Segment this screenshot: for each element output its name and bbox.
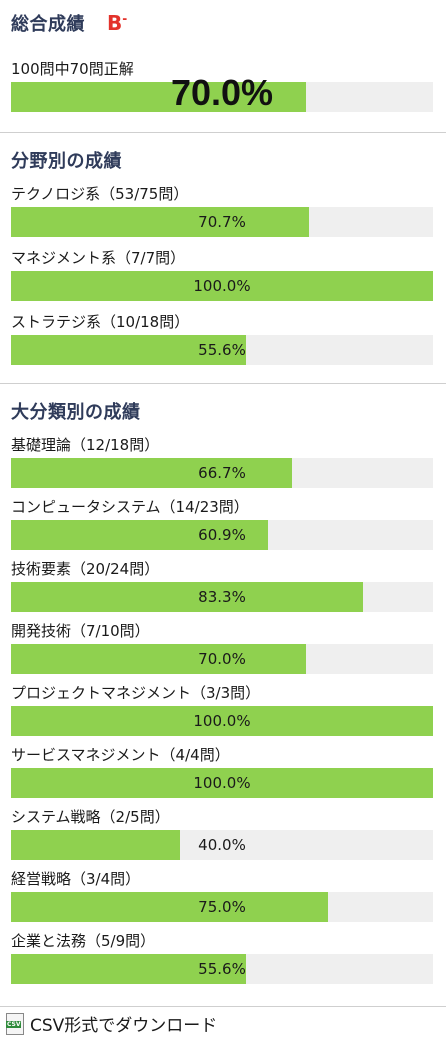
score-progress-bar: 100.0% bbox=[11, 768, 433, 798]
score-percent: 55.6% bbox=[198, 341, 246, 359]
score-item: ストラテジ系（10/18問） 55.6% bbox=[11, 313, 435, 365]
grade-suffix: - bbox=[122, 11, 128, 26]
csv-download-button[interactable]: CSV CSV形式でダウンロード bbox=[0, 1006, 446, 1037]
score-item-label: コンピュータシステム（14/23問） bbox=[11, 498, 249, 516]
score-item: システム戦略（2/5問） 40.0% bbox=[11, 808, 435, 860]
score-progress-bar: 60.9% bbox=[11, 520, 433, 550]
score-percent: 66.7% bbox=[198, 464, 246, 482]
field-list: テクノロジ系（53/75問） 70.7% マネジメント系（7/7問） 100.0% スト… bbox=[11, 185, 435, 365]
field-title: 分野別の成績 bbox=[11, 151, 122, 172]
overall-progress-bar: 70.0% bbox=[11, 72, 433, 113]
score-item: 基礎理論（12/18問） 66.7% bbox=[11, 436, 435, 488]
overall-progress-fill bbox=[11, 82, 307, 112]
score-item: 開発技術（7/10問） 70.0% bbox=[11, 622, 435, 674]
score-item: コンピュータシステム（14/23問） 60.9% bbox=[11, 498, 435, 550]
grade-letter: B bbox=[107, 11, 123, 35]
score-percent: 40.0% bbox=[198, 836, 246, 854]
score-percent: 100.0% bbox=[193, 712, 251, 730]
score-progress-fill bbox=[11, 706, 433, 736]
divider bbox=[0, 132, 446, 133]
score-item-label: マネジメント系（7/7問） bbox=[11, 249, 186, 267]
score-percent: 100.0% bbox=[193, 774, 251, 792]
major-list: 基礎理論（12/18問） 66.7% コンピュータシステム（14/23問） 60.9%… bbox=[11, 436, 435, 984]
overall-section: 総合成績 B- 100問中70問正解 70.0% bbox=[0, 0, 446, 113]
score-progress-bar: 70.7% bbox=[11, 207, 433, 237]
score-progress-fill bbox=[11, 582, 363, 612]
score-percent: 83.3% bbox=[198, 588, 246, 606]
overall-header: 総合成績 B- bbox=[11, 10, 435, 38]
score-progress-fill bbox=[11, 892, 328, 922]
score-progress-bar: 75.0% bbox=[11, 892, 433, 922]
score-item-label: プロジェクトマネジメント（3/3問） bbox=[11, 684, 261, 702]
score-item-label: サービスマネジメント（4/4問） bbox=[11, 746, 230, 764]
score-item-label: ストラテジ系（10/18問） bbox=[11, 313, 190, 331]
score-item-label: 基礎理論（12/18問） bbox=[11, 436, 160, 454]
field-section: 分野別の成績 テクノロジ系（53/75問） 70.7% マネジメント系（7/7問） 1… bbox=[0, 133, 446, 365]
score-item: 技術要素（20/24問） 83.3% bbox=[11, 560, 435, 612]
score-progress-bar: 55.6% bbox=[11, 954, 433, 984]
csv-file-icon: CSV bbox=[6, 1013, 24, 1035]
score-percent: 75.0% bbox=[198, 898, 246, 916]
score-progress-fill bbox=[11, 830, 180, 860]
score-percent: 70.0% bbox=[198, 650, 246, 668]
score-progress-bar: 70.0% bbox=[11, 644, 433, 674]
score-progress-fill bbox=[11, 458, 293, 488]
score-item: サービスマネジメント（4/4問） 100.0% bbox=[11, 746, 435, 798]
overall-title: 総合成績 bbox=[11, 14, 85, 35]
score-percent: 70.7% bbox=[198, 213, 246, 231]
score-item: プロジェクトマネジメント（3/3問） 100.0% bbox=[11, 684, 435, 736]
score-item: マネジメント系（7/7問） 100.0% bbox=[11, 249, 435, 301]
score-item-label: 技術要素（20/24問） bbox=[11, 560, 160, 578]
score-progress-fill bbox=[11, 768, 433, 798]
score-progress-bar: 66.7% bbox=[11, 458, 433, 488]
score-item: 経営戦略（3/4問） 75.0% bbox=[11, 870, 435, 922]
score-item-label: テクノロジ系（53/75問） bbox=[11, 185, 189, 203]
score-percent: 100.0% bbox=[193, 277, 251, 295]
csv-icon-text: CSV bbox=[6, 1021, 22, 1028]
score-progress-bar: 40.0% bbox=[11, 830, 433, 860]
score-item-label: 開発技術（7/10問） bbox=[11, 622, 150, 640]
score-progress-bar: 100.0% bbox=[11, 271, 433, 301]
score-progress-fill bbox=[11, 207, 310, 237]
major-title: 大分類別の成績 bbox=[11, 402, 141, 423]
score-item: テクノロジ系（53/75問） 70.7% bbox=[11, 185, 435, 237]
score-progress-fill bbox=[11, 520, 268, 550]
score-progress-fill bbox=[11, 644, 307, 674]
major-section: 大分類別の成績 基礎理論（12/18問） 66.7% コンピュータシステム（14/2… bbox=[0, 384, 446, 984]
score-progress-bar: 55.6% bbox=[11, 335, 433, 365]
score-progress-fill bbox=[11, 954, 246, 984]
score-item-label: 企業と法務（5/9問） bbox=[11, 932, 156, 950]
score-progress-fill bbox=[11, 335, 246, 365]
score-progress-fill bbox=[11, 271, 433, 301]
grade-badge: B- bbox=[107, 11, 127, 35]
overall-percent: 70.0% bbox=[170, 72, 274, 113]
score-item-label: システム戦略（2/5問） bbox=[11, 808, 170, 826]
score-item-label: 経営戦略（3/4問） bbox=[11, 870, 141, 888]
score-progress-bar: 100.0% bbox=[11, 706, 433, 736]
score-progress-bar: 83.3% bbox=[11, 582, 433, 612]
divider bbox=[0, 383, 446, 384]
score-percent: 55.6% bbox=[198, 960, 246, 978]
score-percent: 60.9% bbox=[198, 526, 246, 544]
score-item: 企業と法務（5/9問） 55.6% bbox=[11, 932, 435, 984]
overall-summary: 100問中70問正解 bbox=[11, 60, 134, 78]
